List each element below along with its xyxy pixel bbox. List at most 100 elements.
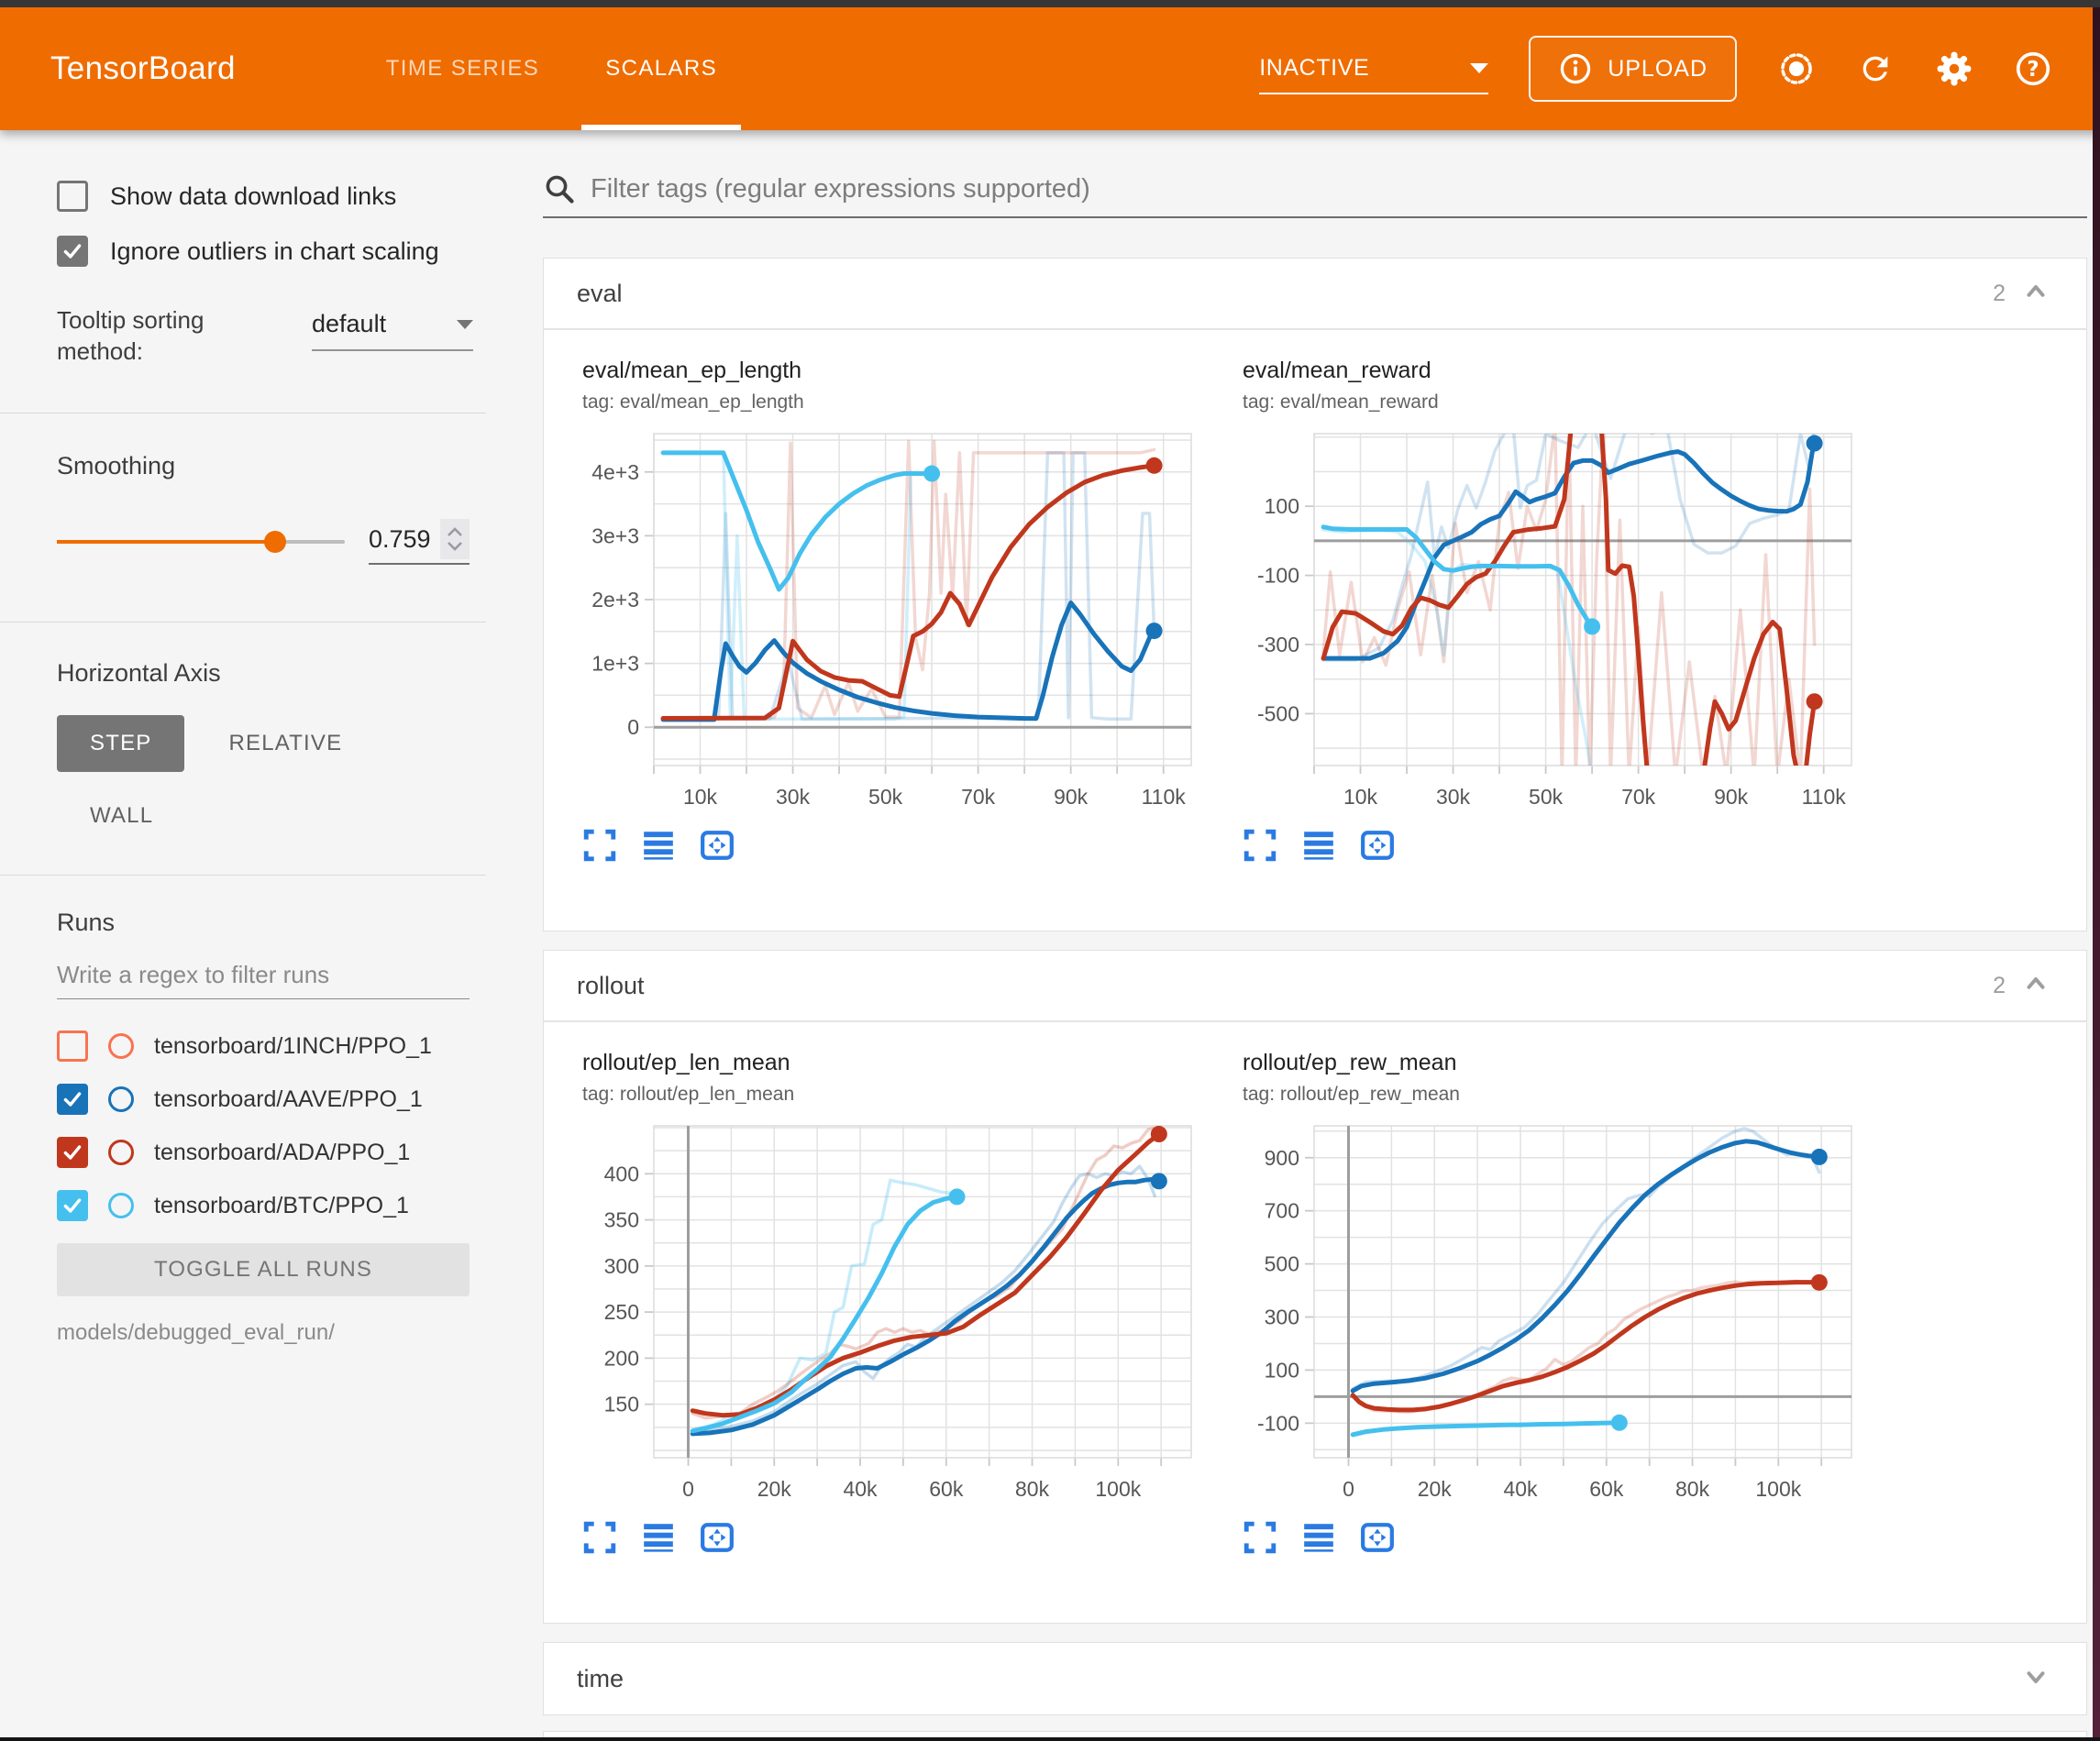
svg-text:60k: 60k (1589, 1477, 1624, 1501)
search-icon (543, 172, 576, 205)
smoothing-value-input[interactable] (369, 524, 440, 554)
svg-text:900: 900 (1265, 1146, 1299, 1170)
section-title: eval (577, 279, 623, 307)
window-right-strip (2093, 0, 2100, 1741)
svg-text:20k: 20k (1418, 1477, 1453, 1501)
svg-text:70k: 70k (961, 785, 996, 809)
svg-text:-500: -500 (1257, 701, 1299, 725)
run-item[interactable]: tensorboard/1INCH/PPO_1 (57, 1019, 495, 1073)
svg-text:30k: 30k (776, 785, 811, 809)
fit-domain-icon[interactable] (1360, 828, 1395, 863)
next-section-card-edge (543, 1731, 2087, 1737)
settings-sidebar: Show data download links Ignore outliers… (0, 130, 495, 1737)
section-header-eval[interactable]: eval 2 (544, 259, 2086, 330)
section-header-time[interactable]: time (544, 1643, 2086, 1714)
chevron-down-icon (2022, 1663, 2050, 1695)
runs-label: Runs (57, 909, 116, 936)
fit-domain-icon[interactable] (700, 828, 735, 863)
chevron-up-icon (2022, 278, 2050, 310)
run-label: tensorboard/1INCH/PPO_1 (154, 1032, 432, 1059)
section-card-time: time (543, 1642, 2087, 1715)
chart-plot[interactable]: 10k 30k 50k 70k 90k 110k 0 1e+3 2e+3 3e+3 4e+3 (582, 424, 1206, 819)
section-count: 2 (1993, 280, 2006, 306)
expand-icon[interactable] (1243, 828, 1277, 863)
section-card-rollout: rollout 2 rollout/ep_len_mean tag: rollout/… (543, 950, 2087, 1624)
smoothing-slider-thumb[interactable] (264, 531, 287, 553)
status-dropdown[interactable]: INACTIVE (1259, 43, 1489, 94)
sections: eval 2 eval/mean_ep_length tag: eval/mean_e… (543, 258, 2087, 1715)
svg-text:70k: 70k (1621, 785, 1656, 809)
svg-text:10k: 10k (683, 785, 718, 809)
stepper-arrows-icon[interactable] (440, 519, 470, 559)
axis-relative-button[interactable]: RELATIVE (228, 731, 343, 755)
fit-domain-icon[interactable] (700, 1520, 735, 1555)
axis-wall-button[interactable]: WALL (90, 803, 154, 828)
help-icon[interactable]: ? (2014, 50, 2052, 88)
run-item[interactable]: tensorboard/ADA/PPO_1 (57, 1126, 495, 1179)
svg-text:2e+3: 2e+3 (591, 588, 639, 612)
chart-toolbar (582, 828, 1206, 863)
run-label: tensorboard/ADA/PPO_1 (154, 1139, 411, 1165)
ignore-outliers-row[interactable]: Ignore outliers in chart scaling (57, 231, 495, 271)
svg-text:60k: 60k (929, 1477, 964, 1501)
svg-text:50k: 50k (1529, 785, 1564, 809)
app-title: TensorBoard (50, 50, 236, 86)
svg-text:80k: 80k (1015, 1477, 1050, 1501)
run-color-circle (108, 1086, 134, 1112)
run-checkbox[interactable] (57, 1030, 88, 1062)
upload-button[interactable]: UPLOAD (1529, 36, 1737, 102)
toggle-all-runs-button[interactable]: TOGGLE ALL RUNS (57, 1243, 470, 1296)
run-checkbox[interactable] (57, 1084, 88, 1115)
brightness-icon[interactable] (1777, 50, 1816, 88)
run-item[interactable]: tensorboard/AAVE/PPO_1 (57, 1073, 495, 1126)
svg-text:4e+3: 4e+3 (591, 460, 639, 484)
svg-text:700: 700 (1265, 1199, 1299, 1223)
tag-filter-input[interactable] (591, 173, 2087, 204)
section-header-rollout[interactable]: rollout 2 (544, 951, 2086, 1022)
tab-time-series[interactable]: TIME SERIES (385, 56, 540, 81)
chart-card-rollout_ep_rew_mean: rollout/ep_rew_mean tag: rollout/ep_rew_m… (1243, 1050, 1866, 1623)
settings-icon[interactable] (1935, 50, 1973, 88)
ignore-outliers-checkbox[interactable] (57, 236, 88, 267)
svg-text:0: 0 (682, 1477, 694, 1501)
data-table-icon[interactable] (1301, 1520, 1336, 1555)
run-color-circle (108, 1033, 134, 1059)
tooltip-sorting-dropdown[interactable]: default (312, 310, 473, 351)
chart-title: rollout/ep_rew_mean (1243, 1050, 1457, 1075)
axis-step-button[interactable]: STEP (57, 715, 185, 772)
svg-text:110k: 110k (1802, 785, 1847, 809)
chart-plot[interactable]: 0 20k 40k 60k 80k 100k 900 700 500 300 100 -100 (1243, 1117, 1866, 1511)
chart-plot[interactable]: 0 20k 40k 60k 80k 100k 150 200 250 300 350 400 (582, 1117, 1206, 1511)
section-card-eval: eval 2 eval/mean_ep_length tag: eval/mean_e… (543, 258, 2087, 931)
svg-text:90k: 90k (1054, 785, 1089, 809)
expand-icon[interactable] (582, 828, 617, 863)
chart-title: eval/mean_reward (1243, 358, 1431, 383)
tag-filter-bar[interactable] (543, 172, 2087, 218)
show-download-links-checkbox[interactable] (57, 181, 88, 212)
data-table-icon[interactable] (641, 1520, 676, 1555)
run-color-circle (108, 1193, 134, 1218)
chart-toolbar (582, 1520, 1206, 1555)
fit-domain-icon[interactable] (1360, 1520, 1395, 1555)
svg-text:350: 350 (604, 1208, 639, 1232)
run-item[interactable]: tensorboard/BTC/PPO_1 (57, 1179, 495, 1232)
data-table-icon[interactable] (1301, 828, 1336, 863)
run-checkbox[interactable] (57, 1137, 88, 1168)
chevron-down-icon (457, 319, 473, 329)
runs-list: tensorboard/1INCH/PPO_1 tensorboard/AAVE/… (57, 1019, 495, 1232)
runs-regex-input[interactable] (57, 961, 470, 989)
svg-text:0: 0 (627, 715, 639, 739)
smoothing-label: Smoothing (57, 452, 176, 479)
refresh-icon[interactable] (1856, 50, 1895, 88)
show-download-links-row[interactable]: Show data download links (57, 176, 495, 216)
svg-text:100k: 100k (1095, 1477, 1141, 1501)
expand-icon[interactable] (582, 1520, 617, 1555)
run-checkbox[interactable] (57, 1190, 88, 1221)
smoothing-slider[interactable] (57, 531, 345, 553)
svg-text:80k: 80k (1675, 1477, 1710, 1501)
expand-icon[interactable] (1243, 1520, 1277, 1555)
data-table-icon[interactable] (641, 828, 676, 863)
chart-plot[interactable]: 10k 30k 50k 70k 90k 110k 100 -100 -300 -500 (1243, 424, 1866, 819)
tab-scalars[interactable]: SCALARS (572, 7, 750, 130)
svg-text:250: 250 (604, 1300, 639, 1324)
